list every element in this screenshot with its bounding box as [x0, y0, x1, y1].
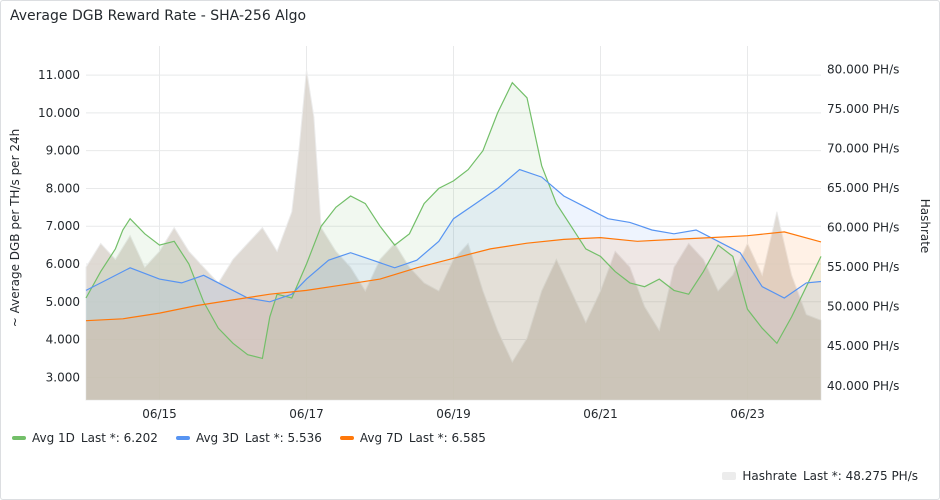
y2-tick-label: 65.000 PH/s — [827, 181, 899, 195]
x-tick-label: 06/15 — [142, 407, 177, 421]
y-axis-right: 40.000 PH/s 45.000 PH/s 50.000 PH/s 55.000 … — [827, 62, 899, 392]
x-tick-label: 06/19 — [436, 407, 471, 421]
y-tick-label: 4.000 — [46, 333, 80, 347]
y2-tick-label: 55.000 PH/s — [827, 260, 899, 274]
y2-tick-label: 70.000 PH/s — [827, 142, 899, 156]
series-fills — [86, 82, 821, 400]
y2-tick-label: 75.000 PH/s — [827, 102, 899, 116]
y-tick-label: 7.000 — [46, 219, 80, 233]
panel-title: Average DGB Reward Rate - SHA-256 Algo — [10, 8, 307, 24]
legend-swatch-hashrate — [722, 472, 737, 480]
legend-label-avg-7d: Avg 7D — [359, 431, 403, 445]
x-tick-label: 06/21 — [583, 407, 618, 421]
series-line-avg-1d — [85, 81, 822, 360]
y-tick-label: 10.000 — [38, 106, 80, 120]
legend-label-avg-3d: Avg 3D — [195, 431, 239, 445]
y-tick-label: 3.000 — [46, 370, 80, 384]
series-fill-avg-7d — [86, 231, 821, 400]
y2-tick-label: 60.000 PH/s — [827, 221, 899, 235]
x-tick-label: 06/23 — [730, 407, 765, 421]
y-axis-label: ~ Average DGB per TH/s per 24h — [8, 129, 22, 327]
x-axis: 06/15 06/17 06/19 06/21 06/23 — [142, 407, 765, 421]
y-tick-label: 9.000 — [46, 144, 80, 158]
series-line-avg-7d — [85, 231, 822, 322]
legend-swatch-avg-7d — [339, 436, 354, 440]
legend-item-avg-3d[interactable]: Avg 3D Last *: 5.536 — [175, 431, 322, 445]
y2-tick-label: 45.000 PH/s — [827, 339, 899, 353]
legend: Avg 1D Last *: 6.202 Avg 3D Last *: 5.53… — [12, 431, 486, 445]
series-fill-avg-3d — [86, 169, 821, 400]
legend-swatch-avg-3d — [175, 436, 190, 440]
legend-label-avg-1d: Avg 1D — [32, 431, 75, 445]
y2-axis-label: Hashrate — [918, 199, 932, 254]
series-fill-avg-1d — [86, 82, 821, 400]
y-tick-label: 5.000 — [46, 295, 80, 309]
legend-item-hashrate[interactable]: Hashrate Last *: 48.275 PH/s — [722, 469, 918, 483]
legend-last-avg-1d: Last *: 6.202 — [80, 431, 158, 445]
legend-last-avg-3d: Last *: 5.536 — [244, 431, 322, 445]
legend-last-avg-7d: Last *: 6.585 — [408, 431, 486, 445]
y-axis-left: 3.000 4.000 5.000 6.000 7.000 8.000 9.000 10.00… — [38, 68, 80, 384]
y-tick-label: 6.000 — [46, 257, 80, 271]
legend-label-hashrate: Hashrate — [742, 469, 797, 483]
legend-last-hashrate: Last *: 48.275 PH/s — [802, 469, 918, 483]
series-lines — [85, 81, 822, 360]
y2-tick-label: 50.000 PH/s — [827, 300, 899, 314]
x-tick-label: 06/17 — [289, 407, 324, 421]
legend-swatch-avg-1d — [12, 436, 26, 440]
y2-tick-label: 80.000 PH/s — [827, 62, 899, 76]
legend-item-avg-1d[interactable]: Avg 1D Last *: 6.202 — [12, 431, 158, 445]
series-line-avg-3d — [85, 168, 822, 303]
y-tick-label: 11.000 — [38, 68, 80, 82]
legend-item-avg-7d[interactable]: Avg 7D Last *: 6.585 — [339, 431, 486, 445]
y2-tick-label: 40.000 PH/s — [827, 379, 899, 393]
y-tick-label: 8.000 — [46, 181, 80, 195]
